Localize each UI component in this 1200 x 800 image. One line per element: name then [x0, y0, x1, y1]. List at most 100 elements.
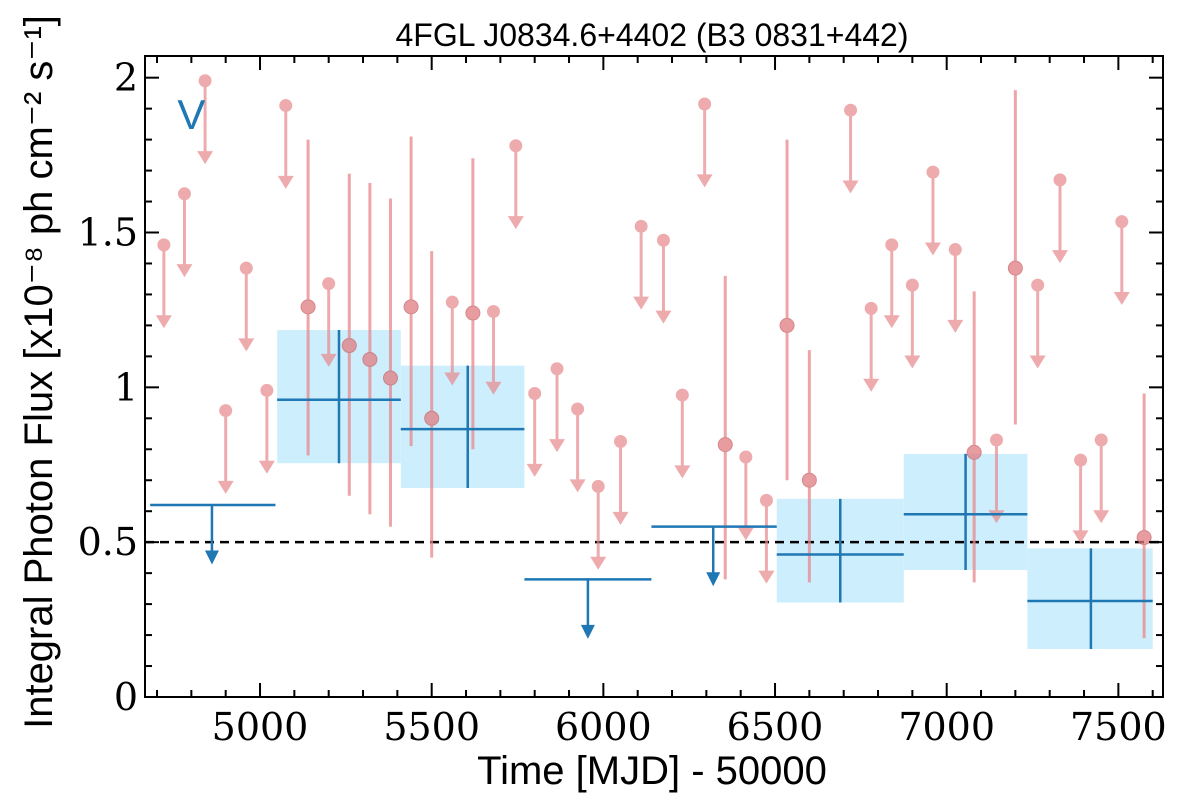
short-bin-upper-limit: [655, 233, 672, 324]
x-tick-label: 6500: [727, 705, 824, 749]
short-bin-upper-limit: [1029, 278, 1046, 369]
upper-limit-marker: [698, 97, 712, 111]
upper-limit-marker: [591, 479, 605, 493]
short-bin-upper-limit: [758, 493, 775, 584]
x-tick-label: 5000: [212, 705, 309, 749]
short-bin-point: [424, 251, 440, 558]
annotation-label: V: [177, 91, 205, 138]
upper-limit-marker: [1094, 433, 1108, 447]
upper-limit-marker: [948, 243, 962, 257]
upper-limit-arrow: [863, 378, 880, 392]
short-bin-point: [465, 158, 481, 450]
short-bin-upper-limit: [258, 383, 275, 474]
y-tick-label: 1.5: [78, 211, 138, 255]
short-bin-point: [779, 139, 795, 481]
y-tick-label: 0.5: [78, 520, 138, 564]
x-tick-label: 7000: [898, 705, 995, 749]
long-bin-upper-limit-arrow: [580, 624, 595, 639]
short-bin-upper-limit: [590, 479, 607, 570]
short-bin-marker: [1136, 530, 1152, 546]
short-bin-upper-limit: [863, 301, 880, 392]
upper-limit-arrow: [904, 355, 921, 369]
upper-limit-marker: [260, 383, 274, 397]
short-bin-upper-limit: [842, 103, 859, 194]
long-bin-band: [400, 365, 525, 488]
upper-limit-arrow: [758, 570, 775, 584]
upper-limit-marker: [1115, 215, 1129, 229]
short-bin-point: [801, 350, 817, 583]
short-bin-marker: [801, 472, 817, 488]
upper-limit-arrow: [696, 174, 713, 188]
short-bin-upper-limit: [633, 219, 650, 310]
upper-limit-marker: [1074, 453, 1088, 467]
upper-limit-marker: [445, 295, 459, 309]
upper-limit-marker: [864, 301, 878, 315]
x-tick-label: 7500: [1070, 705, 1167, 749]
short-bin-point: [966, 291, 982, 583]
upper-limit-marker: [198, 74, 212, 88]
short-bin-upper-limit: [238, 261, 255, 352]
upper-limit-arrow: [674, 465, 691, 479]
upper-limit-arrow: [1093, 510, 1110, 524]
short-bin-point: [362, 182, 378, 515]
upper-limit-arrow: [258, 460, 275, 474]
upper-limit-arrow: [633, 296, 650, 310]
short-bin-point: [300, 139, 316, 456]
upper-limit-arrow: [444, 372, 461, 386]
short-bin-upper-limit: [924, 165, 941, 256]
upper-limit-arrow: [197, 151, 214, 165]
x-tick-label: 5500: [383, 705, 480, 749]
upper-limit-marker: [279, 99, 293, 113]
upper-limit-arrow: [277, 175, 294, 189]
short-bin-upper-limit: [674, 388, 691, 479]
upper-limit-arrow: [238, 338, 255, 352]
upper-limit-arrow: [155, 315, 172, 329]
upper-limit-marker: [885, 238, 899, 252]
short-bin-marker: [362, 351, 378, 367]
short-bin-upper-limit: [612, 435, 629, 525]
upper-limit-arrow: [842, 180, 859, 194]
y-tick-label: 0: [114, 675, 138, 719]
short-bin-marker: [1007, 260, 1023, 276]
short-bin-marker: [465, 305, 481, 321]
short-bin-point: [341, 173, 357, 496]
upper-limit-arrow: [1029, 355, 1046, 369]
short-bin-upper-limit: [155, 238, 172, 329]
upper-limit-marker: [926, 165, 940, 179]
short-bin-upper-limit: [444, 295, 461, 386]
upper-limit-arrow: [1072, 530, 1089, 544]
upper-limit-marker: [656, 233, 670, 247]
upper-limit-marker: [322, 277, 336, 291]
upper-limit-marker: [239, 261, 253, 275]
short-bin-upper-limit: [1051, 173, 1068, 264]
upper-limit-arrow: [176, 264, 193, 278]
short-bin-marker: [300, 299, 316, 315]
upper-limit-marker: [989, 433, 1003, 447]
upper-limit-arrow: [612, 511, 629, 525]
short-bin-upper-limit: [217, 404, 234, 494]
short-bin-marker: [403, 299, 419, 315]
x-tick-label: 6000: [555, 705, 652, 749]
short-bin-upper-limit: [277, 99, 294, 189]
upper-limit-marker: [614, 435, 628, 449]
short-bin-upper-limit: [320, 277, 337, 367]
short-bin-upper-limit: [737, 450, 754, 541]
y-axis-title: Integral Photon Flux [x10⁻⁸ ph cm⁻² s⁻¹]: [17, 15, 61, 729]
upper-limit-arrow: [883, 315, 900, 329]
upper-limit-arrow: [1051, 250, 1068, 264]
upper-limit-marker: [1031, 278, 1045, 292]
chart-title: 4FGL J0834.6+4402 (B3 0831+442): [396, 17, 909, 53]
upper-limit-marker: [550, 362, 564, 376]
short-bin-point: [403, 136, 419, 447]
upper-limit-arrow: [590, 556, 607, 570]
short-bin-marker: [966, 444, 982, 460]
upper-limit-marker: [905, 278, 919, 292]
short-bin-upper-limit: [485, 304, 502, 395]
upper-limit-arrow: [507, 216, 524, 230]
short-bin-upper-limit: [507, 139, 524, 230]
x-axis-title: Time [MJD] - 50000: [477, 749, 827, 793]
upper-limit-arrow: [549, 439, 566, 453]
upper-limit-arrow: [485, 381, 502, 395]
short-bin-point: [717, 275, 733, 580]
